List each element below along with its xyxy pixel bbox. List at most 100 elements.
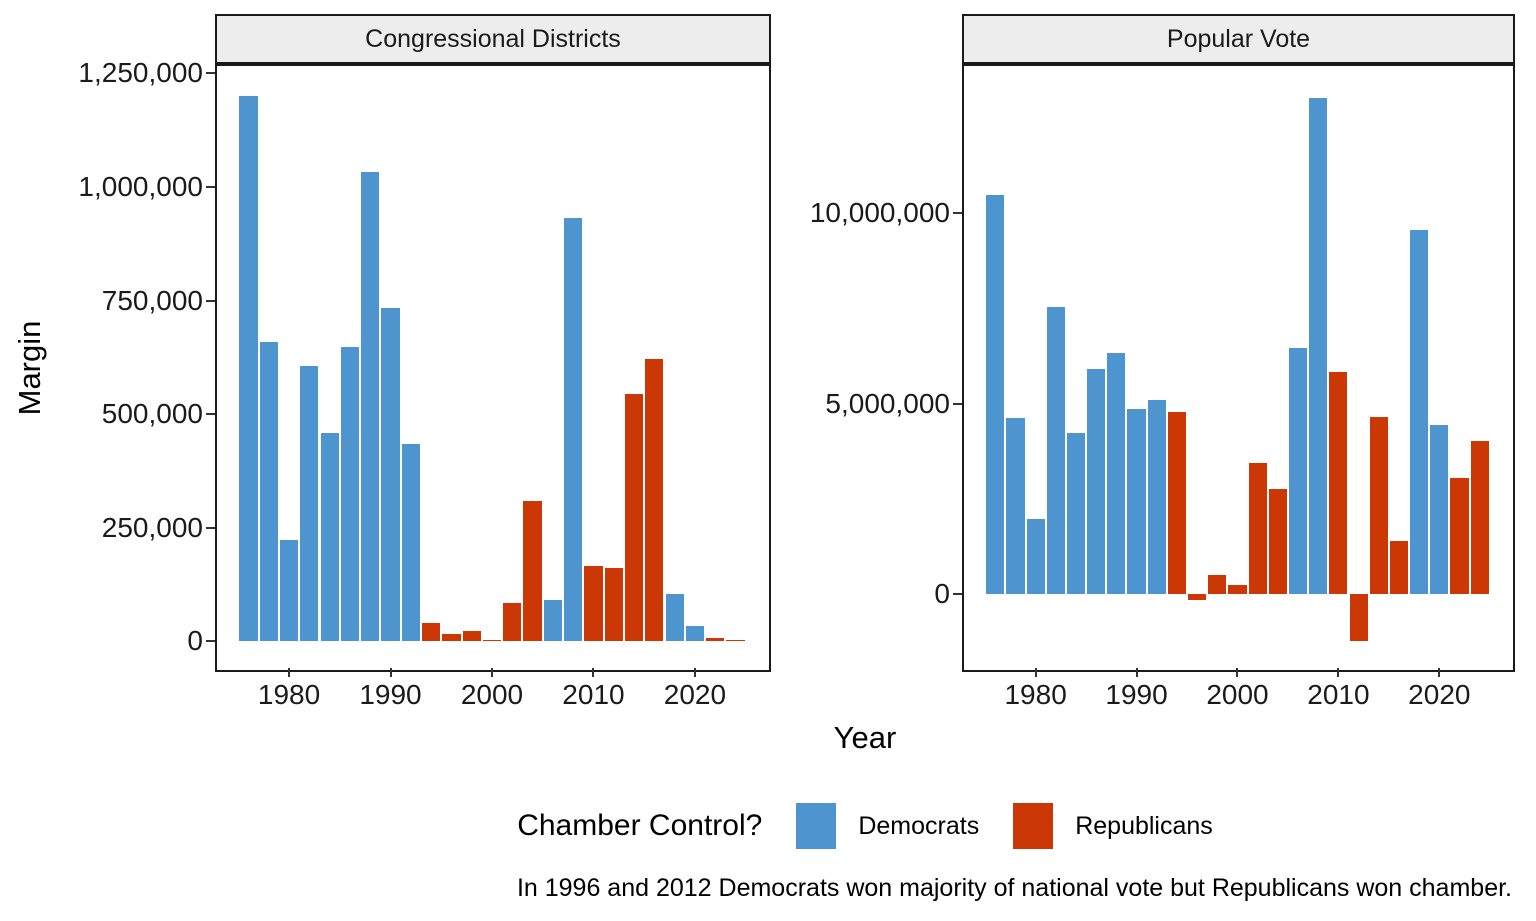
bar-2000 bbox=[1228, 585, 1247, 595]
y-tick-mark bbox=[206, 526, 215, 529]
plot-panel-congressional-districts: 0 250,000 500,000 750,000 1,000,000 1,250,000… bbox=[78, 59, 771, 710]
y-tick-mark bbox=[953, 211, 962, 214]
bar-1992 bbox=[401, 443, 420, 642]
y-tick-label: 5,000,000 bbox=[825, 387, 950, 419]
y-tick-mark bbox=[953, 402, 962, 405]
bar-1978 bbox=[259, 342, 278, 642]
bar-1990 bbox=[381, 308, 400, 642]
x-tick-mark bbox=[1135, 668, 1138, 677]
bar-2012 bbox=[604, 567, 623, 642]
legend-label-republicans: Republicans bbox=[1075, 811, 1213, 840]
bar-2022 bbox=[1450, 477, 1469, 595]
x-tick-mark bbox=[1438, 668, 1441, 677]
bar-1978 bbox=[1006, 418, 1025, 595]
x-tick-label: 1980 bbox=[257, 679, 321, 710]
bar-2024 bbox=[1470, 441, 1489, 595]
x-tick-mark bbox=[1236, 668, 1239, 677]
bar-2020 bbox=[685, 626, 705, 642]
bar-1998 bbox=[462, 631, 481, 642]
bar-2014 bbox=[624, 394, 644, 642]
legend-item-republicans: Republicans bbox=[1013, 803, 1213, 849]
x-tick-label: 2020 bbox=[1408, 679, 1471, 710]
x-tick-mark bbox=[1337, 668, 1340, 677]
bar-2022 bbox=[706, 638, 725, 642]
bar-2012 bbox=[1349, 594, 1368, 641]
x-tick-mark bbox=[490, 668, 493, 677]
bar-2006 bbox=[1288, 348, 1308, 595]
bar-1980 bbox=[279, 540, 299, 642]
bar-1982 bbox=[300, 365, 319, 642]
y-tick-label: 10,000,000 bbox=[809, 196, 950, 228]
y-tick-label: 1,250,000 bbox=[78, 57, 203, 89]
facet-strip: Popular Vote bbox=[962, 14, 1515, 64]
x-tick-label: 1990 bbox=[1105, 679, 1168, 710]
y-tick-label: 0 bbox=[187, 625, 203, 657]
bar-1986 bbox=[340, 346, 360, 642]
y-tick-mark bbox=[206, 72, 215, 75]
bar-1976 bbox=[239, 95, 258, 642]
bar-2020 bbox=[1430, 425, 1449, 595]
bar-2000 bbox=[482, 639, 502, 642]
bar-2004 bbox=[1268, 489, 1287, 595]
x-tick-label: 2000 bbox=[1206, 679, 1269, 710]
x-tick-label: 2000 bbox=[460, 679, 524, 710]
y-tick-label: 1,000,000 bbox=[78, 170, 203, 202]
x-tick-label: 2010 bbox=[1307, 679, 1370, 710]
y-tick-mark bbox=[206, 185, 215, 188]
bar-2002 bbox=[503, 602, 522, 642]
bar-1984 bbox=[1066, 432, 1086, 595]
bar-2010 bbox=[584, 566, 603, 642]
bar-1994 bbox=[1167, 412, 1186, 595]
bar-2014 bbox=[1369, 417, 1388, 595]
y-tick-label: 250,000 bbox=[101, 511, 203, 543]
legend-label-democrats: Democrats bbox=[858, 811, 980, 840]
bar-1976 bbox=[986, 194, 1005, 595]
bar-1980 bbox=[1026, 519, 1045, 595]
facet-strip: Congressional Districts bbox=[215, 14, 771, 64]
y-tick-label: 0 bbox=[934, 578, 950, 610]
x-tick-label: 1980 bbox=[1004, 679, 1067, 710]
y-tick-label: 500,000 bbox=[101, 398, 203, 430]
bar-1986 bbox=[1087, 368, 1106, 595]
bar-1984 bbox=[320, 432, 339, 642]
x-tick-mark bbox=[592, 668, 595, 677]
x-axis-title: Year bbox=[833, 720, 897, 755]
bar-1996 bbox=[442, 634, 461, 642]
y-tick-label: 750,000 bbox=[101, 284, 203, 316]
caption: In 1996 and 2012 Democrats won majority … bbox=[516, 874, 1512, 902]
x-tick-label: 2010 bbox=[562, 679, 625, 710]
bar-2006 bbox=[543, 600, 562, 642]
x-tick-mark bbox=[1034, 668, 1037, 677]
x-tick-label: 2020 bbox=[663, 679, 727, 710]
legend-item-democrats: Democrats bbox=[796, 803, 979, 849]
x-tick-label: 1990 bbox=[359, 679, 422, 710]
bar-2016 bbox=[1389, 541, 1409, 595]
bar-1990 bbox=[1127, 409, 1146, 595]
bar-2004 bbox=[523, 500, 542, 642]
y-tick-mark bbox=[206, 640, 215, 643]
bar-2018 bbox=[665, 593, 684, 642]
bar-2024 bbox=[726, 640, 745, 642]
bar-1988 bbox=[1107, 352, 1126, 595]
bar-2008 bbox=[564, 217, 583, 642]
legend-title: Chamber Control? bbox=[517, 809, 763, 842]
x-tick-mark bbox=[693, 668, 696, 677]
democrats-swatch-icon bbox=[796, 803, 837, 849]
bar-1994 bbox=[421, 623, 441, 642]
y-tick-mark bbox=[206, 413, 215, 416]
republicans-swatch-icon bbox=[1013, 803, 1054, 849]
bar-1996 bbox=[1188, 594, 1207, 601]
bar-1998 bbox=[1208, 574, 1227, 595]
bar-1992 bbox=[1147, 399, 1166, 595]
y-tick-mark bbox=[206, 299, 215, 302]
plot-panel-popular-vote: 0 5,000,000 10,000,000 1980 1990 2000 2010 2020 bbox=[810, 64, 1515, 710]
facet-strip-label: Popular Vote bbox=[1166, 24, 1311, 53]
x-tick-mark bbox=[389, 668, 392, 677]
bar-2010 bbox=[1329, 372, 1348, 595]
x-tick-mark bbox=[288, 668, 291, 677]
facet-strip-label: Congressional Districts bbox=[365, 24, 621, 53]
bar-1988 bbox=[361, 172, 380, 642]
bar-2018 bbox=[1410, 229, 1429, 595]
bar-1982 bbox=[1046, 306, 1065, 595]
bar-2016 bbox=[645, 359, 664, 642]
